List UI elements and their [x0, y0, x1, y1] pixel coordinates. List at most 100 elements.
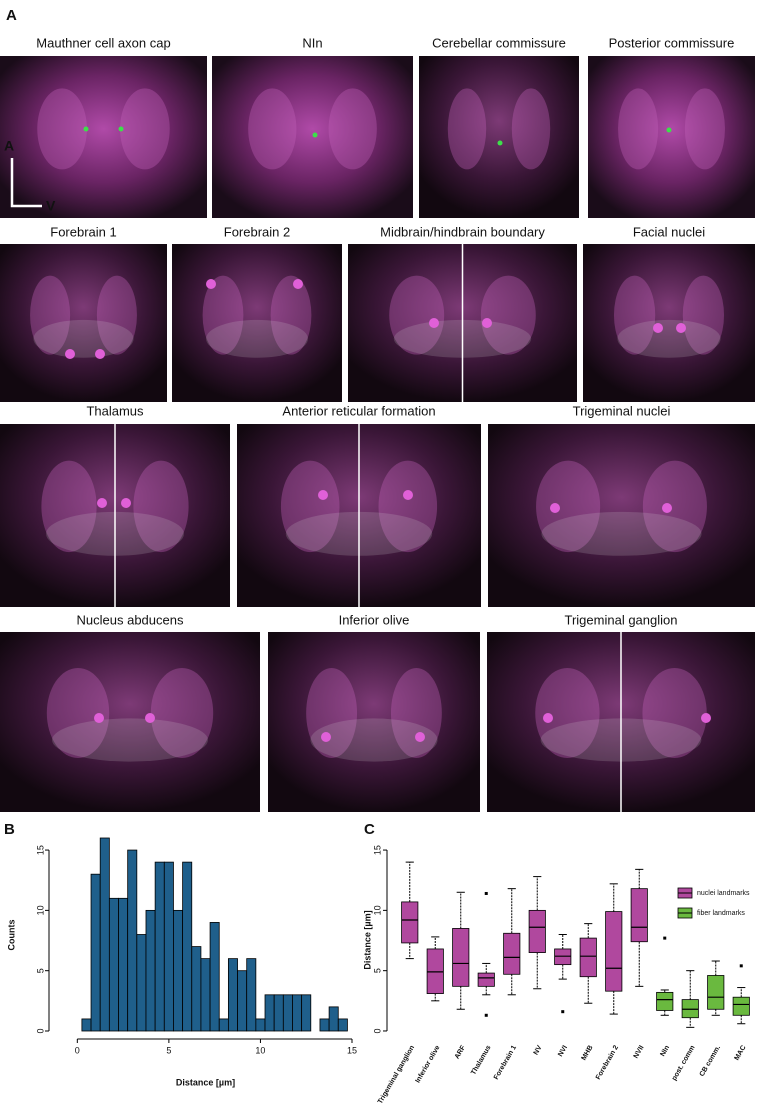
landmark-dot — [293, 279, 303, 289]
y-tick-label: 15 — [35, 845, 45, 855]
box — [630, 888, 648, 943]
box — [732, 996, 750, 1016]
image-title: Mauthner cell axon cap — [36, 35, 170, 50]
y-tick-label: 10 — [35, 905, 45, 915]
landmark-dot — [65, 349, 75, 359]
tissue-highlight — [150, 668, 214, 758]
fluorescence — [33, 319, 134, 358]
panel-label: A — [6, 7, 17, 24]
tissue-highlight — [535, 668, 600, 758]
landmark-dot — [653, 323, 663, 333]
histogram-bar — [108, 897, 119, 1032]
fluorescence — [617, 319, 721, 358]
histogram-bar — [136, 934, 147, 1032]
y-axis-label: Counts — [6, 920, 16, 951]
box — [426, 948, 444, 994]
histogram-bar — [255, 1018, 266, 1032]
box — [707, 975, 725, 1010]
histogram-bar — [191, 946, 202, 1032]
image-title: Anterior reticular formation — [282, 403, 435, 418]
x-tick-label: post. comm — [671, 1044, 697, 1082]
fluorescence — [541, 511, 702, 556]
histogram-bar — [173, 909, 184, 1032]
image-title: Thalamus — [86, 403, 144, 418]
landmark-dot — [482, 318, 492, 328]
histogram-bar — [328, 1006, 339, 1032]
image-title: Inferior olive — [339, 612, 410, 627]
box — [554, 948, 572, 966]
image-title: Trigeminal nuclei — [573, 403, 671, 418]
landmark-dot — [676, 323, 686, 333]
x-tick-label: MHB — [581, 1044, 595, 1061]
tissue-highlight — [96, 275, 137, 355]
landmark-dot — [497, 140, 503, 146]
box — [579, 937, 597, 978]
histogram-bar — [90, 873, 101, 1032]
panel-label: B — [4, 821, 15, 838]
landmark-dot — [550, 503, 560, 513]
image-title: NIn — [302, 35, 322, 50]
landmark-dot — [312, 132, 318, 138]
tissue-highlight — [684, 88, 725, 170]
outlier — [739, 964, 743, 968]
histogram-bar — [264, 994, 275, 1032]
x-tick-label: Trigeminal ganglion — [377, 1044, 416, 1105]
landmark-dot — [321, 732, 331, 742]
image-title: Facial nuclei — [633, 224, 705, 239]
histogram-bar — [273, 994, 284, 1032]
tissue-highlight — [642, 668, 707, 758]
x-tick-label: MAC — [734, 1044, 748, 1061]
x-axis-label: Distance [µm] — [176, 1077, 235, 1087]
histogram-bar — [145, 909, 156, 1032]
fluorescence — [206, 319, 308, 358]
y-tick-label: 10 — [372, 905, 382, 915]
tissue-highlight — [390, 668, 442, 758]
histogram-bar — [182, 861, 193, 1032]
outlier — [663, 936, 667, 940]
tissue-highlight — [389, 275, 445, 355]
x-tick-label: NVI — [557, 1044, 569, 1058]
landmark-dot — [118, 126, 124, 132]
y-tick-label: 15 — [372, 845, 382, 855]
x-tick-label: Forebrain 2 — [595, 1044, 620, 1081]
tissue-highlight — [248, 88, 297, 170]
micrograph — [588, 56, 755, 218]
fluorescence — [52, 718, 208, 762]
histogram-bar — [237, 970, 248, 1032]
tissue-highlight — [613, 275, 656, 355]
histogram-bar — [282, 994, 293, 1032]
histogram-bar — [81, 1018, 92, 1032]
y-tick-label: 5 — [35, 968, 45, 973]
tissue-highlight — [447, 88, 487, 170]
y-axis-label: Distance [µm] — [362, 910, 372, 969]
landmark-dot — [206, 279, 216, 289]
image-title: Posterior commissure — [609, 35, 735, 50]
box — [503, 932, 521, 975]
histogram-bar — [209, 922, 220, 1032]
landmark-dot — [415, 732, 425, 742]
x-tick-label: NIn — [659, 1044, 671, 1057]
histogram-bar — [118, 897, 129, 1032]
tissue-highlight — [46, 668, 110, 758]
micrograph — [268, 632, 480, 812]
tissue-highlight — [202, 275, 244, 355]
y-tick-label: 0 — [35, 1028, 45, 1033]
box — [528, 909, 546, 953]
x-tick-label: 15 — [347, 1045, 357, 1055]
legend-label: fiber landmarks — [697, 910, 745, 917]
tissue-highlight — [37, 88, 87, 170]
tissue-highlight — [280, 460, 340, 553]
tissue-highlight — [536, 460, 601, 553]
micrograph — [583, 244, 755, 402]
image-title: Cerebellar commissure — [432, 35, 566, 50]
x-tick-label: 0 — [75, 1045, 80, 1055]
box — [681, 999, 699, 1019]
histogram-bar — [246, 958, 257, 1032]
histogram-bar — [200, 958, 211, 1032]
landmark-dot — [145, 713, 155, 723]
histogram-bar — [337, 1018, 348, 1032]
landmark-dot — [701, 713, 711, 723]
tissue-highlight — [480, 275, 536, 355]
image-title: Nucleus abducens — [77, 612, 184, 627]
